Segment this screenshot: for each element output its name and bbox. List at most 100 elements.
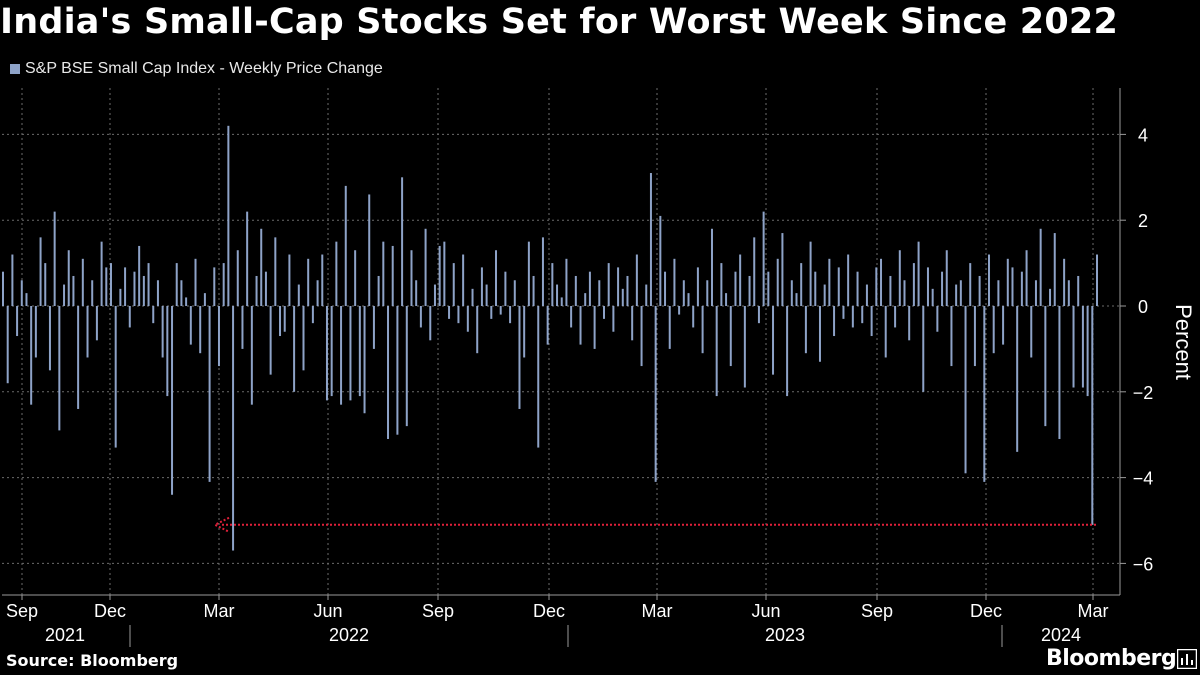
bar — [739, 254, 742, 306]
bar — [833, 306, 836, 337]
bar — [776, 258, 779, 306]
bar — [1020, 271, 1023, 306]
bar — [114, 306, 117, 448]
year-label: 2022 — [329, 625, 369, 645]
bar — [790, 280, 793, 306]
bar — [795, 293, 798, 306]
bar — [72, 275, 75, 306]
bar — [992, 306, 995, 354]
bar — [931, 288, 934, 306]
bar — [124, 267, 127, 306]
x-tick-label: Sep — [6, 601, 38, 621]
bar — [166, 306, 169, 397]
bar — [710, 228, 713, 306]
bar — [1016, 306, 1019, 452]
bar — [105, 267, 108, 306]
bar — [532, 275, 535, 306]
bar — [828, 258, 831, 306]
bar — [325, 306, 328, 401]
bar — [912, 263, 915, 306]
bar — [499, 306, 502, 315]
bar — [537, 306, 540, 448]
bar — [964, 306, 967, 474]
bar — [274, 237, 277, 306]
bar — [1077, 275, 1080, 306]
bar — [837, 267, 840, 306]
bar — [762, 211, 765, 306]
bar — [959, 280, 962, 306]
year-label: 2024 — [1041, 625, 1081, 645]
bar — [880, 258, 883, 306]
y-tick-label: 4 — [1138, 125, 1148, 145]
bar — [293, 306, 296, 392]
bar — [743, 306, 746, 388]
bar — [138, 245, 141, 306]
bar — [321, 254, 324, 306]
bar — [232, 306, 235, 551]
bar — [856, 271, 859, 306]
bar — [53, 211, 56, 306]
bar — [1081, 306, 1084, 388]
y-tick-label: 2 — [1138, 211, 1148, 231]
bar — [757, 306, 760, 324]
bar — [570, 306, 573, 328]
bar — [490, 306, 493, 319]
bar — [401, 177, 404, 306]
bar — [208, 306, 211, 482]
bar — [433, 284, 436, 306]
bar — [804, 306, 807, 354]
bar — [1030, 306, 1033, 358]
bar — [523, 306, 526, 358]
bar — [626, 275, 629, 306]
bar — [495, 250, 498, 306]
bar — [814, 271, 817, 306]
bar — [546, 306, 549, 345]
x-tick-label: Mar — [204, 601, 235, 621]
bar — [368, 194, 371, 306]
bar — [30, 306, 33, 405]
bar — [574, 275, 577, 306]
bar — [199, 306, 202, 354]
bar — [1006, 258, 1009, 306]
bar — [86, 306, 89, 358]
bar — [128, 306, 131, 328]
bar — [692, 306, 695, 328]
source-note: Source: Bloomberg — [6, 651, 179, 670]
bar — [842, 306, 845, 319]
bar — [415, 280, 418, 306]
bar — [720, 263, 723, 306]
bar — [1025, 250, 1028, 306]
bar — [48, 306, 51, 371]
bar — [387, 306, 390, 439]
bar — [382, 241, 385, 306]
bar — [894, 306, 897, 328]
bar — [311, 306, 314, 324]
bar — [269, 306, 272, 375]
x-tick-label: Jun — [313, 601, 342, 621]
bar — [973, 306, 976, 367]
bar — [288, 254, 291, 306]
bar — [264, 271, 267, 306]
bar — [377, 275, 380, 306]
bar — [34, 306, 37, 358]
y-tick-label: −2 — [1133, 383, 1154, 403]
bar — [194, 258, 197, 306]
bar — [725, 293, 728, 306]
bar — [358, 306, 361, 397]
bar — [213, 267, 216, 306]
bar — [354, 250, 357, 306]
bar — [809, 241, 812, 306]
bar — [588, 271, 591, 306]
bar — [818, 306, 821, 362]
bar — [1053, 233, 1056, 306]
bar — [471, 288, 474, 306]
bar — [217, 306, 220, 367]
bar — [171, 306, 174, 495]
bar — [424, 228, 427, 306]
bar — [156, 280, 159, 306]
annotation-arrowhead — [212, 516, 230, 533]
bar — [109, 263, 112, 306]
bar — [706, 280, 709, 306]
bar — [851, 306, 854, 328]
bar — [682, 280, 685, 306]
